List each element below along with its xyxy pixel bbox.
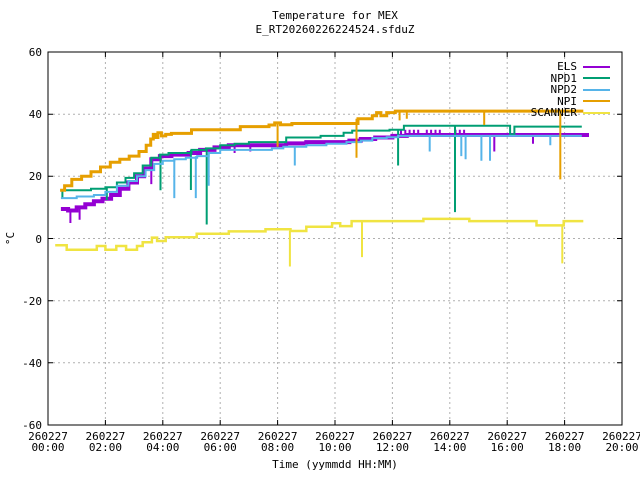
y-tick-label: 20 <box>28 170 42 184</box>
x-tick-label: 260227 00:00 <box>28 430 68 454</box>
legend-line-sample <box>583 65 610 68</box>
legend-label: NPI <box>557 94 577 108</box>
chart-title: Temperature for MEX <box>272 9 398 22</box>
x-tick-label: 260227 04:00 <box>142 430 183 454</box>
y-tick-label: -20 <box>22 294 42 308</box>
legend-label: SCANNER <box>530 106 577 119</box>
x-tick-label: 260227 10:00 <box>315 430 355 454</box>
legend-item-els: ELS <box>557 60 610 73</box>
legend-line-sample <box>583 111 610 114</box>
y-tick-label: 0 <box>35 232 42 246</box>
legend-line-sample <box>583 100 610 102</box>
legend-label: NPD2 <box>550 83 578 96</box>
legend-line-sample <box>583 88 610 91</box>
y-tick-label: 60 <box>28 46 42 59</box>
legend-item-scanner: SCANNER <box>530 106 610 119</box>
x-axis-label: Time (yymmdd HH:MM) <box>272 458 398 471</box>
x-tick-label: 260227 20:00 <box>602 430 640 454</box>
legend-label: NPD1 <box>550 71 578 85</box>
chart-subtitle: E_RT20260226224524.sfduZ <box>255 23 415 36</box>
legend-item-npd1: NPD1 <box>550 71 610 85</box>
x-tick-label: 260227 06:00 <box>200 430 241 454</box>
x-tick-label: 260227 02:00 <box>85 430 126 454</box>
x-tick-label: 260227 12:00 <box>372 430 413 454</box>
y-tick-label: -60 <box>22 419 42 432</box>
legend-item-npi: NPI <box>557 94 610 108</box>
x-tick-label: 260227 16:00 <box>487 430 528 454</box>
x-tick-label: 260227 18:00 <box>544 430 585 454</box>
x-tick-label: 260227 08:00 <box>257 430 298 454</box>
legend-item-npd2: NPD2 <box>550 83 610 96</box>
legend-line-sample <box>583 77 610 79</box>
y-tick-label: 40 <box>28 108 42 122</box>
legend-label: ELS <box>557 60 577 73</box>
x-tick-label: 260227 14:00 <box>429 430 470 454</box>
y-tick-label: -40 <box>22 356 42 370</box>
